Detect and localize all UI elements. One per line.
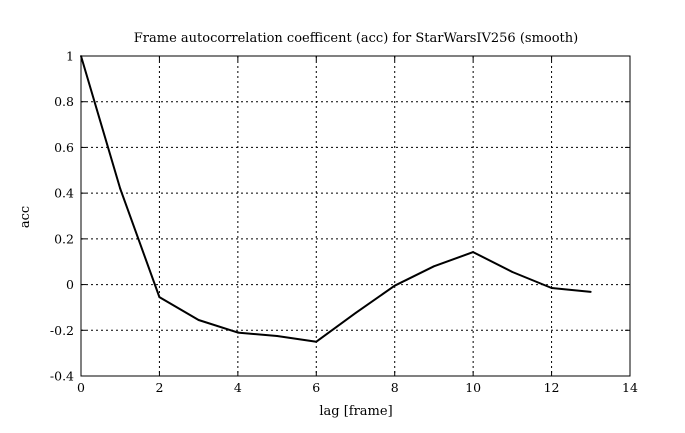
ticks: 0 2 4 6 8 10 12 14 -0.4 -0.2 0 0.2 0.4 0.6 0.8 1 [50, 49, 638, 396]
series-line [80, 55, 591, 343]
data-point [550, 287, 553, 289]
x-tick-label: 14 [622, 380, 638, 395]
x-tick-label: 10 [465, 380, 481, 395]
data-point [393, 284, 396, 287]
data-point [119, 187, 122, 190]
x-tick-label: 12 [544, 380, 560, 395]
data-point [80, 55, 82, 57]
data-point [472, 251, 475, 254]
y-tick-label: -0.2 [50, 323, 74, 338]
series-layer [80, 55, 592, 343]
y-tick-label: 0.2 [54, 231, 74, 246]
y-tick-label: 1 [66, 49, 74, 64]
x-tick-label: 6 [312, 380, 320, 395]
y-tick-label: 0.4 [54, 186, 74, 201]
x-tick-label: 0 [77, 380, 85, 395]
y-tick-label: 0.8 [54, 94, 74, 109]
y-tick-label: 0 [66, 277, 74, 292]
data-point [236, 331, 239, 334]
x-tick-label: 4 [234, 380, 242, 395]
data-point [433, 265, 435, 268]
data-point [511, 271, 514, 273]
chart-title: Frame autocorrelation coefficent (acc) f… [134, 31, 578, 46]
x-tick-label: 2 [155, 380, 163, 395]
y-axis-label: acc [18, 206, 33, 228]
data-point [276, 335, 278, 337]
data-point [315, 340, 318, 343]
data-point [158, 296, 161, 299]
data-point [197, 319, 200, 321]
y-tick-label: -0.4 [50, 369, 74, 384]
y-tick-label: 0.6 [54, 140, 74, 155]
grid [81, 56, 630, 376]
x-tick-label: 8 [391, 380, 399, 395]
data-point [589, 290, 592, 293]
x-axis-label: lag [frame] [319, 404, 392, 419]
data-point [354, 312, 357, 315]
plot-frame [80, 55, 631, 377]
